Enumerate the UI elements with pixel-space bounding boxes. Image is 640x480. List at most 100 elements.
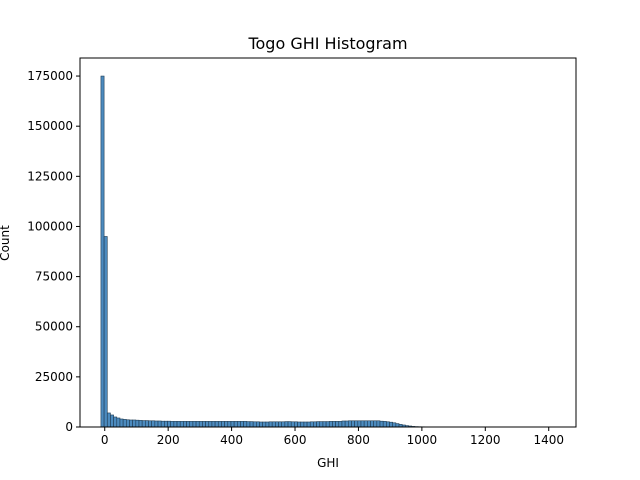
- histogram-bar: [290, 421, 295, 428]
- histogram-bar: [389, 421, 393, 428]
- histogram-bar: [278, 421, 282, 428]
- histogram-bar: [328, 421, 333, 428]
- y-axis-ticks: 0 25000 50000 75000 100000 125000 150000 175000: [27, 69, 80, 434]
- histogram-bar: [179, 421, 184, 428]
- y-tick-label: 100000: [27, 219, 73, 233]
- histogram-bar: [284, 421, 289, 428]
- histogram-bar: [303, 421, 308, 428]
- histogram-bar: [164, 420, 168, 428]
- histogram-bar: [116, 417, 121, 428]
- y-tick-label: 50000: [35, 320, 73, 334]
- histogram-bar: [367, 420, 371, 428]
- histogram-bar: [252, 421, 257, 428]
- histogram-bar: [360, 420, 365, 428]
- histogram-bar: [183, 421, 187, 428]
- histogram-bar: [382, 421, 387, 428]
- histogram-bar: [300, 421, 305, 428]
- histogram-bar: [351, 420, 355, 428]
- histogram-bar: [141, 420, 146, 428]
- histogram-bar: [100, 75, 105, 428]
- histogram-bar: [167, 420, 171, 428]
- histogram-bar: [281, 421, 286, 428]
- x-tick-label: 400: [220, 433, 243, 447]
- y-tick-label: 75000: [35, 270, 73, 284]
- histogram-bar: [319, 421, 324, 428]
- histogram-bar: [268, 421, 273, 428]
- x-tick-label: 1200: [470, 433, 501, 447]
- histogram-bar: [294, 421, 298, 428]
- histogram-bar: [338, 421, 343, 428]
- x-tick-label: 1000: [407, 433, 438, 447]
- histogram-bar: [357, 420, 362, 428]
- histogram-bar: [306, 421, 311, 428]
- x-axis-label: GHI: [317, 456, 339, 470]
- histogram-bar: [313, 421, 317, 428]
- histogram-bar: [211, 421, 216, 428]
- histogram-bar: [126, 419, 130, 428]
- x-tick-label: 200: [157, 433, 180, 447]
- x-tick-label: 800: [347, 433, 370, 447]
- histogram-bar: [103, 236, 108, 428]
- histogram-bar: [189, 421, 194, 428]
- histogram-bar: [224, 421, 229, 428]
- histogram-bar: [154, 420, 159, 428]
- histogram-bar: [113, 416, 118, 428]
- histogram-bar: [237, 421, 241, 428]
- histogram-bar: [217, 421, 222, 428]
- histogram-bar: [129, 419, 133, 428]
- histogram-bar: [287, 421, 292, 428]
- histogram-bar: [138, 420, 143, 428]
- histogram-bar: [119, 418, 124, 428]
- histogram-bar: [322, 421, 327, 428]
- histogram-bar: [151, 420, 156, 428]
- plot-frame: [79, 57, 577, 428]
- histogram-bar: [259, 421, 263, 428]
- histogram-bar: [148, 420, 152, 428]
- histogram-bar: [233, 421, 238, 428]
- histogram-bar: [135, 419, 140, 428]
- histogram-bar: [110, 414, 114, 428]
- histogram-bar: [341, 420, 346, 428]
- histogram-bar: [227, 421, 232, 428]
- histogram-bar: [157, 420, 162, 428]
- histogram-bar: [395, 423, 400, 428]
- histogram-bar: [170, 421, 175, 428]
- histogram-bar: [230, 421, 235, 428]
- y-tick-label: 175000: [27, 69, 73, 83]
- histogram-bar: [256, 421, 260, 428]
- histogram-bar: [354, 420, 359, 428]
- histogram-bar: [249, 421, 254, 428]
- x-tick-label: 600: [284, 433, 307, 447]
- histogram-bar: [376, 420, 381, 428]
- histogram-bar: [316, 421, 321, 428]
- histogram-bar: [176, 421, 181, 428]
- histogram-bar: [202, 421, 206, 428]
- histogram-bar: [195, 421, 200, 428]
- histogram-bar: [214, 421, 219, 428]
- x-tick-label: 0: [101, 433, 109, 447]
- histogram-bar: [309, 421, 314, 428]
- y-tick-label: 25000: [35, 370, 73, 384]
- y-axis-label: Count: [0, 225, 12, 261]
- histogram-bar: [347, 420, 352, 428]
- histogram-bar: [186, 421, 191, 428]
- histogram-bar: [198, 421, 203, 428]
- histogram-bar: [275, 421, 279, 428]
- histogram-bar: [122, 419, 127, 428]
- histogram-bar: [344, 420, 349, 428]
- chart-title: Togo GHI Histogram: [247, 34, 407, 53]
- histogram-bar: [243, 421, 248, 428]
- histogram-bar: [370, 420, 374, 428]
- histogram-bar: [386, 421, 390, 428]
- y-tick-label: 150000: [27, 119, 73, 133]
- histogram-bar: [271, 421, 276, 428]
- histogram-bar: [379, 420, 384, 428]
- y-tick-label: 125000: [27, 169, 73, 183]
- histogram-bar: [221, 421, 225, 428]
- histogram-bar: [373, 420, 378, 428]
- histogram-bar: [205, 421, 210, 428]
- histogram-bar: [160, 420, 165, 428]
- histogram-bar: [106, 412, 111, 428]
